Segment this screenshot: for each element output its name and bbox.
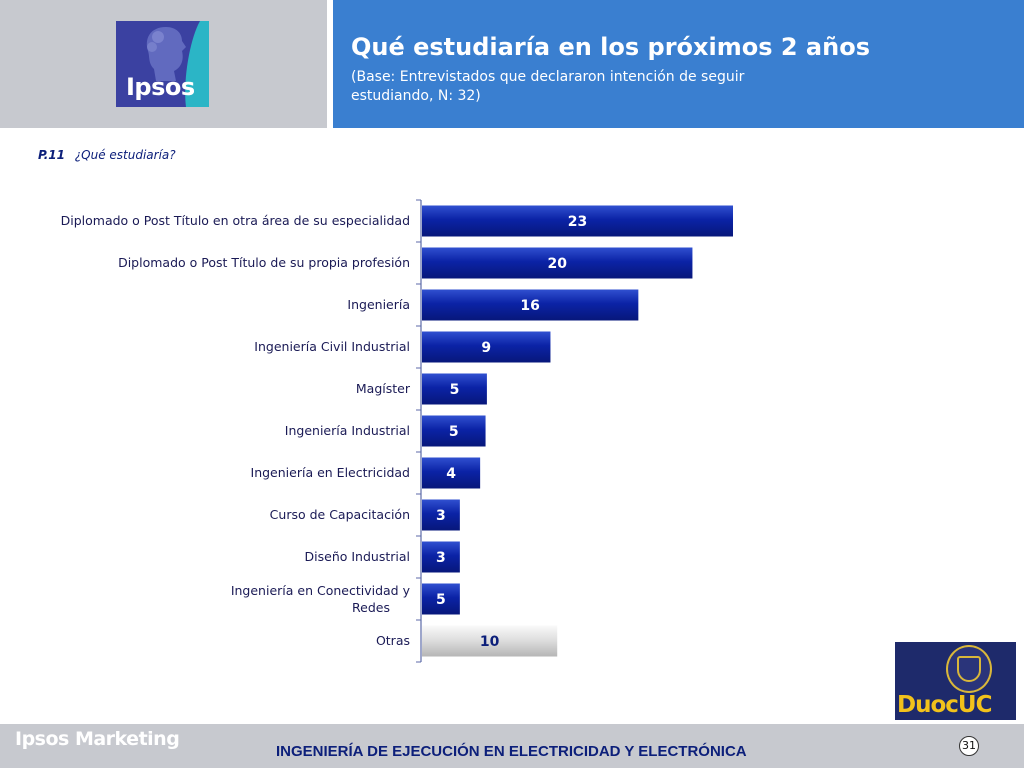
bar-value-label: 10 [480,634,500,650]
bar-value-label: 5 [436,592,446,608]
chart-bar [422,247,693,279]
category-label: Curso de Capacitación [270,507,410,522]
category-label: Ingeniería en Conectividad y Redes [231,583,411,615]
ipsos-logo: Ipsos [116,21,209,107]
bar-value-label: 5 [450,382,460,398]
bar-value-label: 16 [520,298,539,314]
category-label: Ingeniería Civil Industrial [254,339,410,354]
page-subtitle: (Base: Entrevistados que declararon inte… [351,69,745,104]
chart-ticks [416,199,421,663]
duoc-logo: DuocUC [895,642,1016,720]
category-label: Magíster [356,381,411,396]
category-label: Diplomado o Post Título de su propia pro… [118,255,410,270]
footer-brand: Ipsos Marketing [15,728,180,750]
bar-value-label: 4 [446,466,456,482]
duoc-shield-icon [957,656,981,682]
logo-head-icon [146,27,186,81]
chart-bar [422,205,733,237]
bar-value-label: 3 [436,508,446,524]
chart-bar [422,373,487,405]
chart-bar [422,499,460,531]
question-text: ¿Qué estudiaría? [74,148,176,162]
footer-program-title: INGENIERÍA DE EJECUCIÓN EN ELECTRICIDAD … [276,743,747,760]
category-label: Ingeniería Industrial [285,423,410,438]
category-label: Otras [376,633,410,648]
category-label: Ingeniería en Electricidad [251,465,410,480]
chart-bar [422,415,486,447]
chart-bar [422,331,551,363]
logo-text: Ipsos [126,73,195,101]
chart-bars: 23 Diplomado o Post Título en otra área d… [61,205,733,657]
duoc-logo-text: DuocUC [897,692,992,718]
category-label: Diplomado o Post Título en otra área de … [61,213,410,228]
question-label: P.11 ¿Qué estudiaría? [38,148,176,162]
question-number: P.11 [38,148,65,162]
chart-bar [422,583,460,615]
chart-bar [422,457,481,489]
bar-value-label: 9 [481,340,491,356]
header-divider [327,0,333,128]
footer-bar: Ipsos Marketing INGENIERÍA DE EJECUCIÓN … [0,724,1024,768]
bar-value-label: 5 [449,424,459,440]
bar-value-label: 20 [547,256,567,272]
page-number: 31 [959,736,979,756]
chart-bar [422,541,460,573]
duoc-seal-icon [946,645,992,693]
bar-value-label: 23 [568,214,587,230]
page-title: Qué estudiaría en los próximos 2 años [351,33,870,61]
category-label: Ingeniería [347,297,410,312]
chart-bar [422,625,558,657]
category-label: Diseño Industrial [305,549,410,564]
chart-bar [422,289,639,321]
header-title-panel [333,0,1024,128]
bar-value-label: 3 [436,550,446,566]
